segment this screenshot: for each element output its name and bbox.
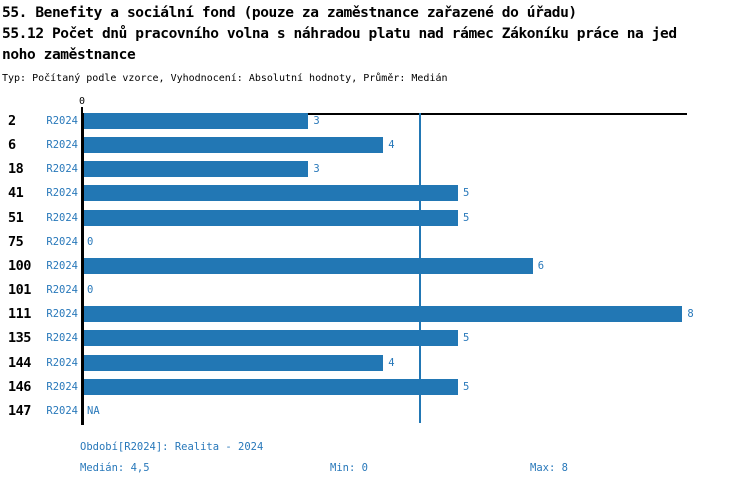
chart-row: 41 R2024 5 <box>0 181 750 205</box>
row-series-label: R2024 <box>46 380 78 393</box>
row-value-label: 5 <box>463 380 470 393</box>
row-series-label: R2024 <box>46 404 78 417</box>
row-series-label: R2024 <box>46 139 78 152</box>
row-category-label: 146 <box>8 378 31 395</box>
report-meta: Typ: Počítaný podle vzorce, Vyhodnocení:… <box>2 73 448 84</box>
row-bar <box>84 306 683 323</box>
row-bar <box>84 161 309 178</box>
chart-row: 135 R2024 5 <box>0 326 750 350</box>
row-bar <box>84 354 384 371</box>
chart-row: 147 R2024 NA <box>0 399 750 423</box>
row-value-label: 0 <box>87 235 94 248</box>
row-value-label: 8 <box>687 308 694 321</box>
report-header: 55. Benefity a sociální fond (pouze za z… <box>2 3 750 85</box>
row-value-label: NA <box>87 404 100 417</box>
row-series-label: R2024 <box>46 211 78 224</box>
row-value-label: 5 <box>463 332 470 345</box>
x-axis-zero-tick-mark <box>81 107 83 113</box>
row-bar <box>84 185 458 202</box>
row-series-label: R2024 <box>46 356 78 369</box>
row-category-label: 101 <box>8 282 31 299</box>
row-series-label: R2024 <box>46 187 78 200</box>
row-series-label: R2024 <box>46 163 78 176</box>
report-subtitle-line2: noho zaměstnance <box>2 47 136 63</box>
legend-period: Období[R2024]: Realita - 2024 <box>80 441 264 453</box>
x-axis-line <box>81 113 687 115</box>
chart-row: 100 R2024 6 <box>0 254 750 278</box>
row-bar <box>84 209 458 226</box>
report-subtitle-line1: 55.12 Počet dnů pracovního volna s náhra… <box>2 26 677 42</box>
row-value-label: 0 <box>87 284 94 297</box>
row-series-label: R2024 <box>46 284 78 297</box>
row-value-label: 5 <box>463 211 470 224</box>
row-category-label: 144 <box>8 354 31 371</box>
row-value-label: 5 <box>463 187 470 200</box>
row-bar <box>84 257 533 274</box>
row-value-label: 3 <box>313 115 320 127</box>
chart-row: 18 R2024 3 <box>0 157 750 181</box>
row-bar <box>84 137 384 154</box>
report-title: 55. Benefity a sociální fond (pouze za z… <box>2 5 577 21</box>
row-series-label: R2024 <box>46 235 78 248</box>
row-category-label: 41 <box>8 185 24 202</box>
row-category-label: 75 <box>8 233 24 250</box>
row-category-label: 147 <box>8 402 31 419</box>
row-category-label: 2 <box>8 113 16 129</box>
row-series-label: R2024 <box>46 332 78 345</box>
y-axis-line <box>81 113 84 425</box>
chart-row: 2 R2024 3 <box>0 109 750 133</box>
stat-min: Min: 0 <box>330 462 368 474</box>
row-value-label: 3 <box>313 163 320 176</box>
chart-row: 144 R2024 4 <box>0 351 750 375</box>
row-series-label: R2024 <box>46 115 78 127</box>
row-series-label: R2024 <box>46 308 78 321</box>
x-axis-zero-tick-label: 0 <box>78 96 86 107</box>
row-value-label: 6 <box>537 259 545 272</box>
row-bar <box>84 378 458 395</box>
row-category-label: 111 <box>8 306 31 323</box>
chart-row: 51 R2024 5 <box>0 206 750 230</box>
chart-row: 101 R2024 0 <box>0 278 750 302</box>
row-category-label: 100 <box>8 257 31 274</box>
chart-row: 75 R2024 0 <box>0 230 750 254</box>
row-series-label: R2024 <box>46 259 78 272</box>
chart-row: 111 R2024 8 <box>0 302 750 326</box>
row-bar <box>84 113 309 129</box>
row-value-label: 4 <box>388 356 395 369</box>
row-category-label: 135 <box>8 330 31 347</box>
stat-median: Medián: 4,5 <box>80 462 150 474</box>
row-value-label: 4 <box>388 139 395 152</box>
row-category-label: 6 <box>8 137 16 154</box>
chart-row: 146 R2024 5 <box>0 375 750 399</box>
chart-row: 6 R2024 4 <box>0 133 750 157</box>
bar-chart: 0 2 R2024 3 6 R2024 4 18 R2024 3 41 R2024 5 51 R2024 5… <box>0 95 750 435</box>
row-category-label: 51 <box>8 209 24 226</box>
row-bar <box>84 330 458 347</box>
row-category-label: 18 <box>8 161 24 178</box>
stat-max: Max: 8 <box>530 462 568 474</box>
